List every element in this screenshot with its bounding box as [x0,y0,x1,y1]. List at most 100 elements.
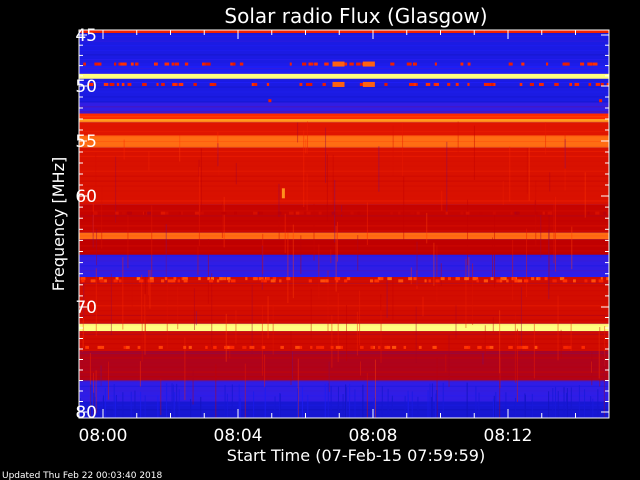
interference-dot [488,345,494,349]
time-streak [526,228,528,297]
interference-dot [447,277,451,281]
channel-line [79,150,609,152]
bottom-spike [430,396,432,418]
time-streak [313,203,315,261]
interference-dot [413,82,416,86]
time-streak [378,146,380,192]
interference-dot [384,345,388,349]
burst-spot [332,61,345,67]
interference-dot [164,62,170,66]
bottom-spike [578,385,580,418]
interference-dot [336,277,341,281]
interference-dot [500,277,505,281]
burst-spot [268,99,272,103]
intensity-band [79,239,609,255]
bottom-spike [200,396,202,418]
chart-title: Solar radio Flux (Glasgow) [224,4,487,28]
time-streak [198,192,200,246]
interference-dot [465,277,469,281]
interference-dot [334,277,338,281]
time-streak [331,315,333,368]
time-streak [380,294,382,311]
time-streak [284,213,286,254]
time-streak [303,130,305,208]
interference-dot [343,62,348,66]
interference-dot [209,82,215,86]
interference-dot [123,345,128,349]
bottom-spike [297,388,299,418]
interference-dot [314,62,318,66]
interference-dot [279,279,282,283]
interference-dot [460,211,464,215]
interference-dot [316,345,321,349]
time-streak [570,320,572,352]
interference-dot [229,345,235,349]
time-streak [264,354,266,388]
time-streak [502,180,504,206]
time-streak [484,325,486,357]
interference-dot [182,277,188,281]
interference-dot [408,277,413,281]
time-streak [482,353,484,365]
channel-line [79,280,609,282]
bottom-spike [436,390,438,418]
interference-dot [325,279,329,283]
interference-dot [174,62,179,66]
interference-dot [150,279,154,283]
interference-dot [253,277,258,281]
interference-dot [253,82,258,86]
time-streak [278,183,280,217]
intensity-band [79,331,609,352]
interference-dot [102,279,107,283]
interference-dot [85,345,89,349]
channel-line [79,155,609,157]
time-streak [473,125,475,180]
interference-dot [97,345,102,349]
y-tick-label-45: 45 [75,26,97,46]
bottom-spike [307,394,309,418]
interference-dot [137,345,141,349]
interference-dot [384,82,388,86]
interference-dot [434,62,437,66]
burst-spot [281,188,285,199]
bottom-spike [557,391,559,418]
time-streak [115,156,117,223]
interference-dot [529,82,534,86]
interference-dot [331,211,336,215]
interference-dot [258,277,264,281]
bottom-spike [349,383,351,418]
time-streak [215,364,217,418]
time-streak [386,279,388,318]
time-streak [564,133,566,191]
channel-line [79,245,609,247]
interference-dot [160,211,166,215]
interference-dot [308,279,312,283]
intensity-band [79,73,609,79]
interference-dot [81,279,85,283]
time-streak [95,370,97,414]
bottom-spike [134,390,136,418]
interference-dot [492,211,496,215]
time-streak [95,268,97,337]
interference-dot [123,62,127,66]
interference-dot [580,62,585,66]
y-tick-label-50: 50 [75,77,97,97]
channel-line [79,376,609,378]
interference-dot [130,62,134,66]
channel-line [79,270,609,272]
bottom-spike [345,384,347,418]
bottom-spike [301,386,303,418]
intensity-band [79,204,609,233]
bottom-spike [324,383,326,418]
channel-line [79,225,609,227]
bottom-spike [552,388,554,418]
interference-dot [230,279,236,283]
x-axis-title: Start Time (07-Feb-15 07:59:59) [227,446,485,465]
time-streak [468,257,470,280]
time-streak [445,354,447,372]
interference-dot [374,279,380,283]
interference-dot [207,277,211,281]
interference-dot [183,279,188,283]
interference-dot [335,345,341,349]
interference-dot [127,82,132,86]
